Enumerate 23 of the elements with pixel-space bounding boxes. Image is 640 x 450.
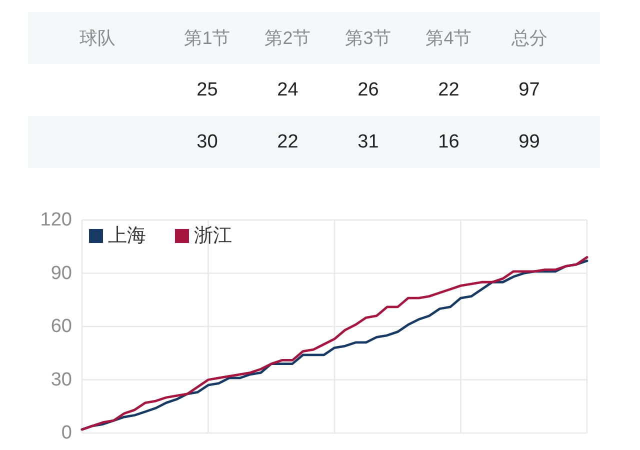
column-label: 第3节: [345, 28, 392, 48]
value-label: 30: [196, 132, 218, 152]
ytick-label: 0: [61, 422, 72, 444]
value-label: 25: [196, 80, 218, 100]
ytick-label: 90: [50, 262, 72, 284]
value-label: 22: [438, 80, 460, 100]
ytick-label: 120: [40, 210, 72, 230]
value-label: 26: [358, 80, 379, 100]
legend-label: 浙江: [194, 226, 232, 246]
column-label: 第1节: [184, 28, 230, 48]
value-label: 31: [358, 132, 379, 152]
ytick-label: 30: [50, 369, 72, 390]
column-label: 总分: [511, 28, 548, 48]
column-label: 第4节: [426, 28, 472, 48]
value-label: 16: [438, 132, 460, 152]
value-label: 99: [518, 132, 540, 152]
ytick-label: 60: [50, 316, 72, 337]
column-label: 第2节: [264, 28, 311, 48]
value-label: 22: [277, 132, 298, 152]
legend-title: 球队: [80, 28, 116, 48]
value-label: 24: [277, 80, 298, 100]
value-label: 97: [518, 80, 540, 100]
legend-label: 上海: [108, 226, 146, 246]
